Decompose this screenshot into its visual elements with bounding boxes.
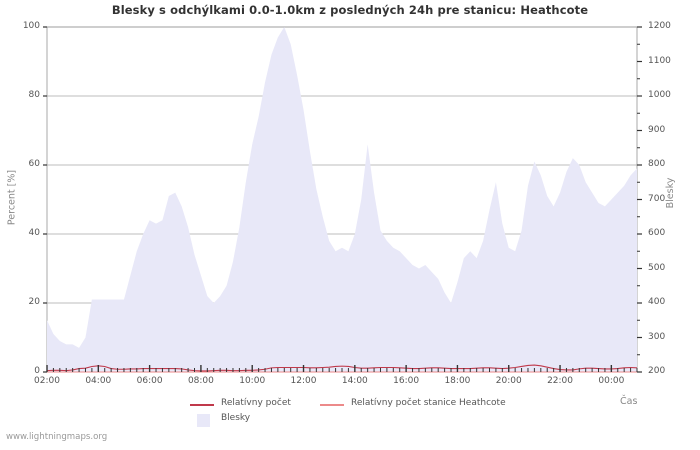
y-left-tick-80: 80 bbox=[28, 90, 40, 100]
y-right-tick-300: 300 bbox=[648, 331, 666, 342]
x-tick-1400: 14:00 bbox=[341, 376, 368, 386]
y-right-tick-400: 400 bbox=[648, 297, 666, 307]
x-tick-1000: 10:00 bbox=[239, 376, 266, 386]
legend-swatch-relative-line bbox=[190, 404, 214, 406]
legend-swatch-relative-station-line bbox=[320, 404, 344, 406]
x-tick-2000: 20:00 bbox=[495, 376, 522, 386]
y-right-tick-1200: 1200 bbox=[648, 21, 671, 31]
line-series-relative bbox=[46, 364, 638, 372]
x-tick-0400: 04:00 bbox=[85, 376, 112, 386]
x-tick-0200: 02:00 bbox=[34, 376, 60, 386]
y-left-tick-100: 100 bbox=[22, 21, 40, 31]
y-right-tick-900: 900 bbox=[648, 124, 666, 135]
y-left-tick-60: 60 bbox=[28, 159, 40, 169]
legend-label-relative-station: Relatívny počet stanice Heathcote bbox=[351, 398, 506, 408]
x-tick-1600: 16:00 bbox=[393, 376, 420, 386]
x-axis-title: Čas bbox=[620, 396, 638, 407]
y-right-tick-800: 800 bbox=[648, 159, 666, 169]
y-right-tick-600: 600 bbox=[648, 228, 666, 238]
x-tick-2200: 22:00 bbox=[547, 376, 573, 386]
y-left-tick-0: 0 bbox=[34, 366, 40, 376]
x-tick-1800: 18:00 bbox=[444, 376, 471, 386]
y-left-tick-40: 40 bbox=[28, 228, 40, 238]
area-series-blesky bbox=[47, 27, 637, 372]
x-tick-1200: 12:00 bbox=[290, 376, 317, 386]
legend-swatch-blesky-area bbox=[197, 414, 210, 427]
y-right-tick-500: 500 bbox=[648, 262, 666, 273]
y-right-tick-1100: 1100 bbox=[648, 55, 671, 66]
y-right-tick-200: 200 bbox=[648, 366, 666, 376]
legend-label-blesky: Blesky bbox=[221, 413, 251, 423]
x-tick-0000: 00:00 bbox=[598, 376, 625, 386]
y-right-tick-1000: 1000 bbox=[648, 90, 671, 100]
chart-title: Blesky s odchýlkami 0.0-1.0km z posledný… bbox=[111, 3, 589, 17]
y-left-tick-20: 20 bbox=[28, 297, 40, 307]
footer-url: www.lightningmaps.org bbox=[6, 432, 108, 442]
legend-label-relative: Relatívny počet bbox=[221, 398, 291, 408]
x-tick-0600: 06:00 bbox=[136, 376, 163, 386]
y-right-tick-700: 700 bbox=[648, 193, 666, 204]
x-tick-0800: 08:00 bbox=[187, 376, 214, 386]
